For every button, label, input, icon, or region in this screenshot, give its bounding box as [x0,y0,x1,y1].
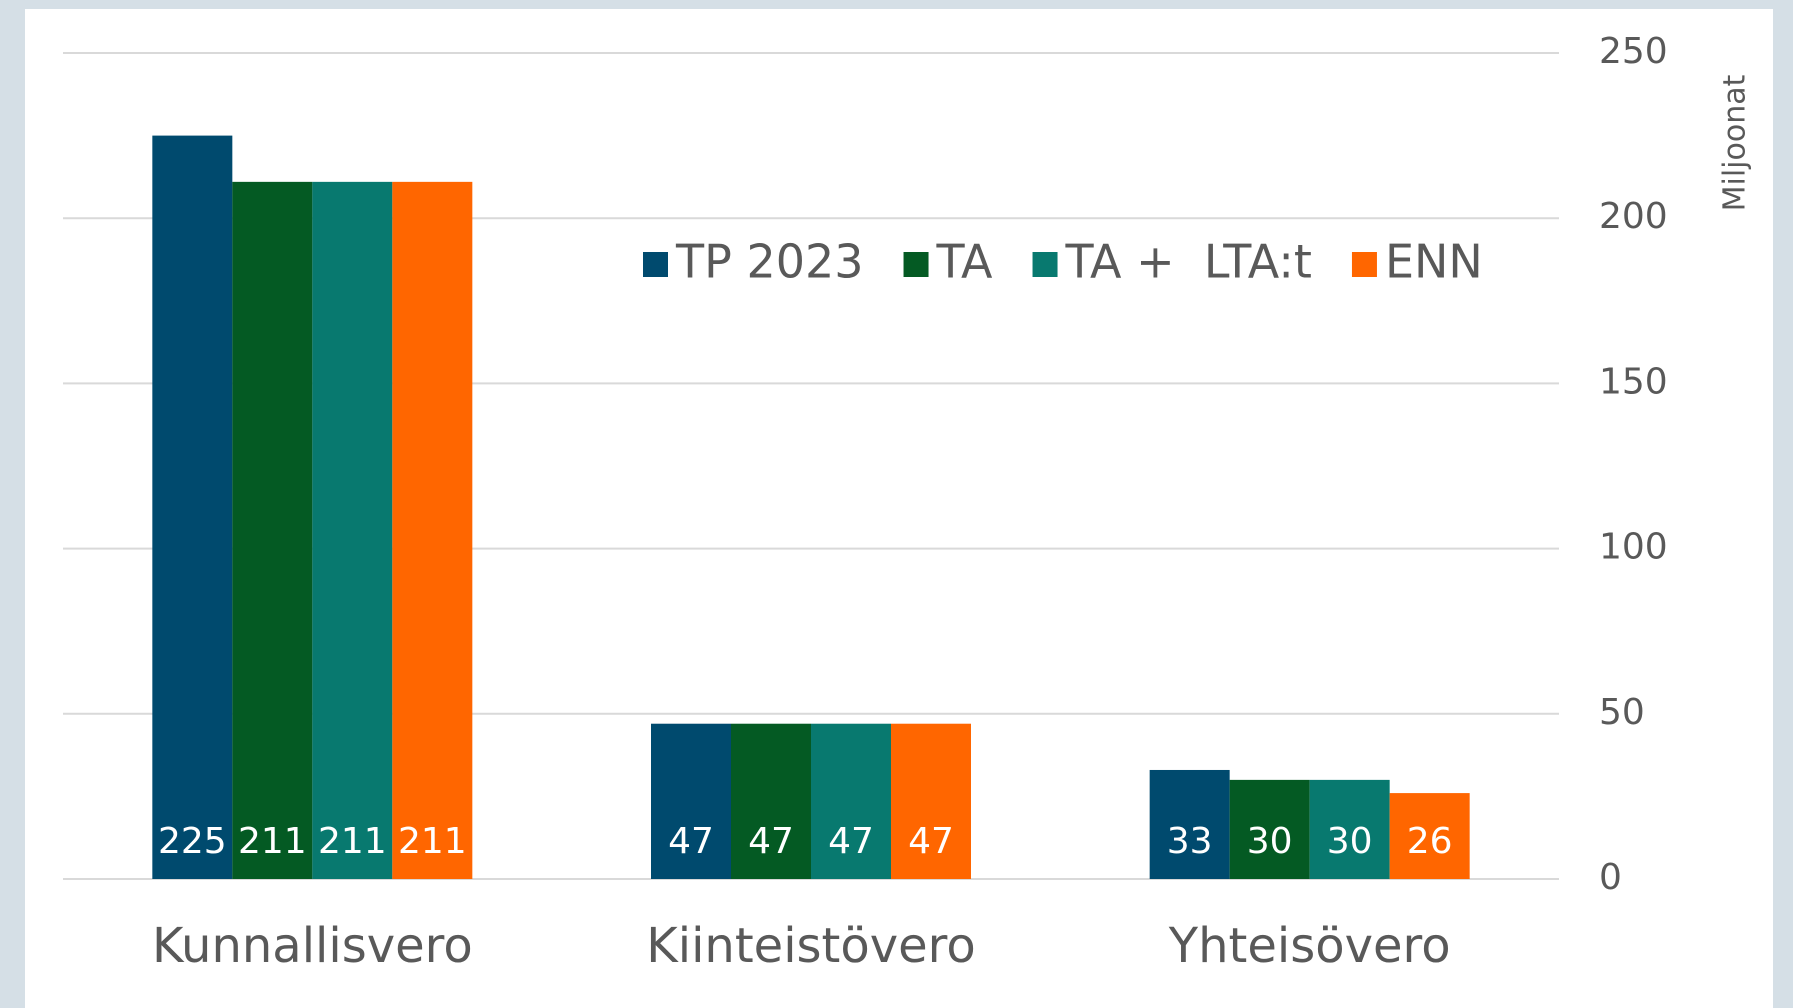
legend-label: TA + LTA:t [1065,235,1312,289]
bar [152,135,233,880]
y-axis-label: Miljoonat [1718,74,1753,211]
bar [1229,779,1310,879]
y-tick-label: 0 [1599,857,1622,898]
data-label: 30 [1327,821,1373,862]
y-tick-label: 200 [1599,196,1668,237]
bar [1389,793,1470,879]
legend-swatch [1032,252,1058,277]
y-tick-label: 150 [1599,361,1668,402]
data-label: 47 [668,821,714,862]
data-label: 211 [318,821,387,862]
data-label: 33 [1167,821,1213,862]
data-label: 211 [238,821,307,862]
x-tick-label: Kunnallisvero [152,918,473,974]
y-tick-label: 50 [1599,692,1645,733]
data-label: 211 [398,821,467,862]
x-tick-label: Yhteisövero [1168,918,1451,974]
bar [811,723,891,879]
data-label: 47 [828,821,874,862]
legend-swatch [1351,252,1377,277]
y-tick-label: 250 [1599,31,1668,72]
data-label: 47 [748,821,794,862]
data-label: 225 [158,821,227,862]
bar [232,181,313,879]
bar [651,723,731,879]
legend-swatch [903,252,929,277]
y-tick-label: 100 [1599,527,1668,568]
bar [392,181,473,879]
data-label: 30 [1247,821,1293,862]
legend-label: TP 2023 [675,235,864,289]
x-tick-label: Kiinteistövero [646,918,975,974]
bar [1149,769,1230,879]
data-label: 26 [1407,821,1453,862]
bar [1309,779,1390,879]
legend-label: ENN [1385,235,1483,289]
legend-swatch [643,252,668,277]
bar [731,723,811,879]
data-label: 47 [908,821,954,862]
bar [891,723,971,879]
legend-label: TA [936,235,994,289]
bar [312,181,393,879]
